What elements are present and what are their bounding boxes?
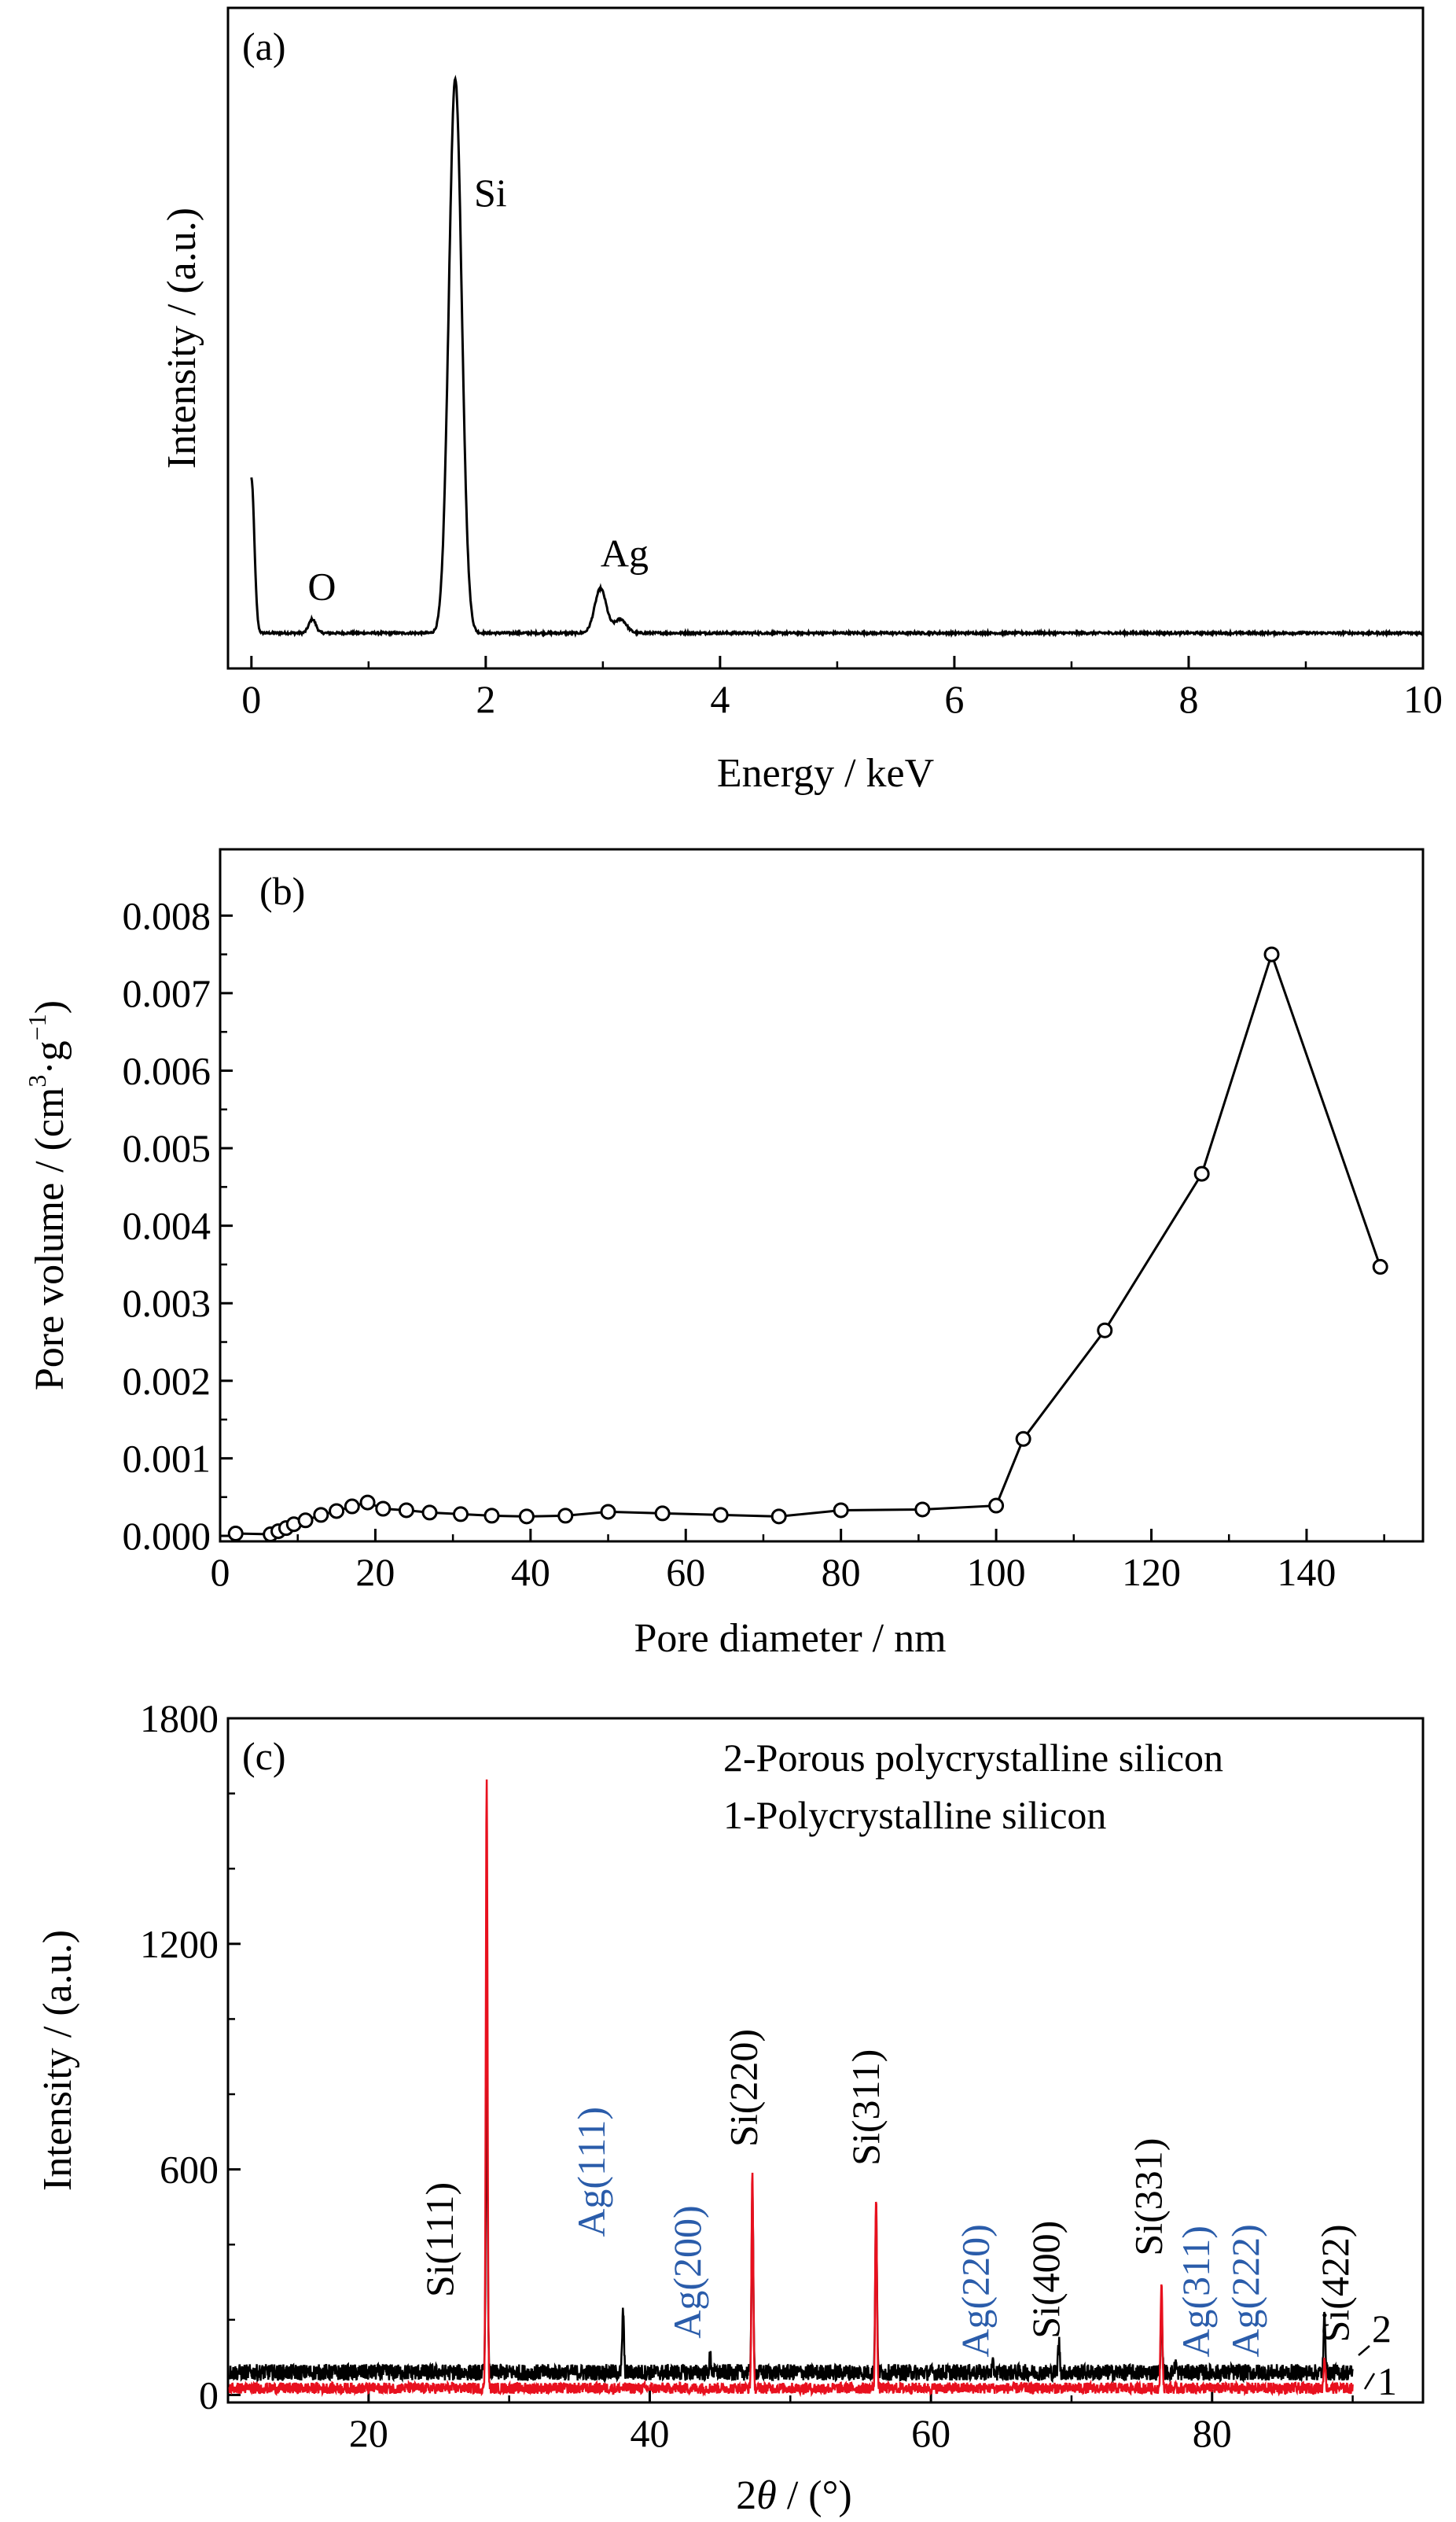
- panel-b-point-5: [297, 1512, 314, 1529]
- panel-c-y-tick-label-3: 1800: [140, 1696, 219, 1740]
- panel-b-y-tick-label-4: 0.004: [123, 1204, 211, 1248]
- panel-a-x-tick-label-5: 10: [1403, 677, 1443, 721]
- panel-b-x-tick-label-5: 100: [967, 1550, 1026, 1594]
- panel-b-x-tick-label-0: 0: [211, 1550, 230, 1594]
- panel-b-point-17: [600, 1504, 616, 1520]
- panel-c-peak-label-ag111: Ag(111): [569, 2107, 613, 2237]
- panel-a: (a) 0 2 4 6 8 10 Si O Ag Energy / keV Intensity…: [160, 6, 1443, 796]
- panel-c-peak-label-ag220: Ag(220): [953, 2224, 997, 2357]
- panel-a-x-tick-label-0: 0: [241, 677, 261, 721]
- curve-1-label: 1: [1377, 2359, 1397, 2403]
- panel-c-curve-labels: 2 1: [1358, 2307, 1397, 2403]
- panel-c-peak-label-ag311: Ag(311): [1174, 2226, 1218, 2358]
- panel-b-point-8: [344, 1498, 360, 1515]
- panel-c-legend-polycrystalline: 1-Polycrystalline silicon: [723, 1793, 1106, 1837]
- panel-b-point-28: [1372, 1258, 1388, 1275]
- panel-b-point-15: [518, 1508, 535, 1525]
- panel-b-series-line: [235, 950, 1382, 1536]
- panel-c-y-tick-label-0: 0: [199, 2373, 219, 2417]
- panel-b-x-tick-label-6: 120: [1122, 1550, 1181, 1594]
- panel-b-point-21: [833, 1502, 849, 1519]
- panel-a-x-tick-label-4: 8: [1178, 677, 1198, 721]
- panel-b-point-7: [329, 1503, 345, 1519]
- panel-a-x-tick-label-1: 2: [476, 677, 495, 721]
- panel-c-x-tick-label-3: 80: [1193, 2411, 1232, 2455]
- panel-a-annotation-ag: Ag: [601, 531, 649, 575]
- panel-b-point-26: [1193, 1165, 1210, 1182]
- panel-c-peak-label-si422: Si(422): [1313, 2225, 1357, 2343]
- panel-a-annotation-si: Si: [474, 171, 507, 215]
- panel-b-x-axis-label: Pore diameter / nm: [634, 1616, 946, 1661]
- panel-b-point-16: [557, 1508, 574, 1524]
- panel-b-point-11: [398, 1502, 414, 1519]
- panel-b-point-6: [313, 1507, 329, 1523]
- panel-b-frame: [219, 848, 1425, 1543]
- panel-b-x-tick-label-3: 60: [666, 1550, 705, 1594]
- panel-c: (c) 20 40 60 80 0 600 1200 1800 2-Porous polycr…: [35, 1696, 1425, 2518]
- panel-b-point-12: [421, 1504, 438, 1521]
- panel-b-point-27: [1263, 946, 1280, 963]
- panel-c-y-axis-label: Intensity / (a.u.): [35, 1930, 80, 2191]
- panel-b-x-tick-label-4: 80: [822, 1550, 861, 1594]
- panel-c-x-axis-label: 2θ / (°): [736, 2473, 851, 2518]
- panel-b-y-tick-label-5: 0.005: [123, 1126, 211, 1170]
- panel-c-frame: [226, 1717, 1425, 2404]
- curve-1-leader: [1363, 2373, 1376, 2390]
- panel-b-point-18: [654, 1505, 671, 1522]
- panel-c-y-tick-label-1: 600: [160, 2148, 219, 2192]
- panel-b-y-axis-label: Pore volume / (cm3·g−1): [23, 1000, 72, 1390]
- panel-a-x-axis-label: Energy / keV: [717, 751, 934, 796]
- panel-b-y-tick-label-1: 0.001: [123, 1436, 211, 1480]
- panel-c-series-porous-line: [228, 2026, 1354, 2384]
- panel-c-peak-label-si311: Si(311): [844, 2049, 888, 2166]
- panel-c-peak-label-ag200: Ag(200): [665, 2205, 709, 2338]
- panel-c-peak-label-si331: Si(331): [1126, 2138, 1170, 2256]
- panel-c-legend-porous: 2-Porous polycrystalline silicon: [723, 1736, 1223, 1780]
- panel-a-y-axis-label: Intensity / (a.u.): [160, 208, 204, 469]
- panel-c-x-tick-label-0: 20: [349, 2411, 388, 2455]
- panel-b-y-tick-label-6: 0.006: [123, 1048, 211, 1092]
- panel-b-point-9: [359, 1494, 376, 1511]
- panel-c-peak-label-ag222: Ag(222): [1223, 2224, 1267, 2357]
- panel-b-point-20: [770, 1508, 787, 1525]
- panel-b-point-23: [988, 1497, 1005, 1514]
- panel-b-x-tick-label-1: 20: [355, 1550, 395, 1594]
- panel-b-label: (b): [259, 869, 305, 913]
- panel-b-y-tick-label-7: 0.007: [123, 971, 211, 1015]
- panel-b-y-tick-label-2: 0.002: [123, 1359, 211, 1403]
- panel-b-point-0: [227, 1526, 244, 1542]
- panel-c-peak-label-si220: Si(220): [721, 2029, 765, 2147]
- panel-a-annotation-o: O: [307, 565, 336, 609]
- panel-b-point-19: [712, 1507, 729, 1523]
- panel-b-x-tick-label-7: 140: [1277, 1550, 1336, 1594]
- panel-b-point-14: [483, 1508, 500, 1524]
- panel-b-point-25: [1097, 1322, 1113, 1338]
- panel-b-point-13: [453, 1506, 469, 1522]
- panel-c-x-tick-label-2: 60: [911, 2411, 950, 2455]
- curve-2-label: 2: [1372, 2307, 1392, 2351]
- panel-b-point-22: [914, 1501, 931, 1518]
- panel-a-frame: [226, 6, 1425, 670]
- panel-c-label: (c): [242, 1734, 286, 1778]
- panel-b-point-24: [1015, 1430, 1031, 1447]
- panel-b-y-tick-label-0: 0.000: [123, 1514, 211, 1558]
- panel-c-x-tick-label-1: 40: [630, 2411, 669, 2455]
- panel-c-series-polycrystalline-line: [228, 1779, 1354, 2398]
- panel-a-label: (a): [242, 24, 286, 68]
- panel-b: (b) 0 20 40 60 80 100 120 140 0.000 0.001 0.002 0.0…: [23, 848, 1425, 1661]
- panel-c-peak-label-si400: Si(400): [1024, 2221, 1068, 2339]
- panel-b-y-tick-label-3: 0.003: [123, 1281, 211, 1325]
- panel-a-x-tick-label-3: 6: [944, 677, 964, 721]
- panel-b-point-10: [375, 1500, 392, 1517]
- panel-b-y-tick-label-8: 0.008: [123, 893, 211, 937]
- panel-c-peak-label-si111: Si(111): [417, 2182, 461, 2297]
- panel-b-x-tick-label-2: 40: [511, 1550, 550, 1594]
- curve-2-leader: [1358, 2345, 1370, 2356]
- panel-a-spectrum-line: [250, 75, 1425, 639]
- panel-c-y-tick-label-2: 1200: [140, 1922, 219, 1966]
- panel-a-x-tick-label-2: 4: [710, 677, 730, 721]
